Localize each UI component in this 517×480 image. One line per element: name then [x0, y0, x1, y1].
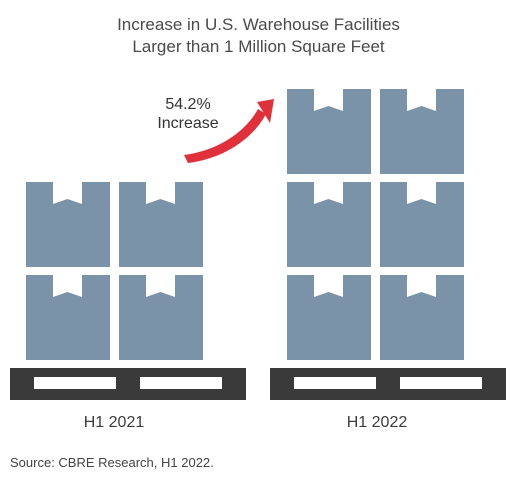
pallets	[10, 368, 506, 400]
increase-value: 54.2%	[165, 96, 211, 113]
pallet-h1-2022	[270, 368, 506, 400]
pallet-h1-2021	[10, 368, 246, 400]
box-h1-2022-5	[287, 89, 371, 174]
chart-title-line-1: Increase in U.S. Warehouse Facilities	[117, 15, 400, 34]
box-h1-2021-2	[119, 275, 203, 360]
category-label-h1-2022: H1 2022	[346, 414, 408, 431]
chart-title-line-2: Larger than 1 Million Square Feet	[132, 37, 385, 56]
box-h1-2022-2	[380, 275, 464, 360]
increase-label: Increase	[157, 115, 219, 132]
increase-arrow-body	[184, 109, 266, 163]
chart-title: Increase in U.S. Warehouse Facilities La…	[0, 14, 517, 58]
box-stacks	[26, 89, 464, 360]
increase-arrow-head	[257, 99, 274, 123]
source-note: Source: CBRE Research, H1 2022.	[10, 455, 214, 470]
category-label-h1-2021: H1 2021	[83, 414, 145, 431]
box-h1-2022-6	[380, 89, 464, 174]
box-h1-2022-4	[380, 182, 464, 267]
increase-callout: 54.2% Increase	[150, 95, 226, 133]
box-h1-2021-1	[26, 275, 110, 360]
box-h1-2021-4	[119, 182, 203, 267]
box-h1-2022-1	[287, 275, 371, 360]
box-h1-2022-3	[287, 182, 371, 267]
box-h1-2021-3	[26, 182, 110, 267]
increase-arrow	[184, 99, 274, 163]
